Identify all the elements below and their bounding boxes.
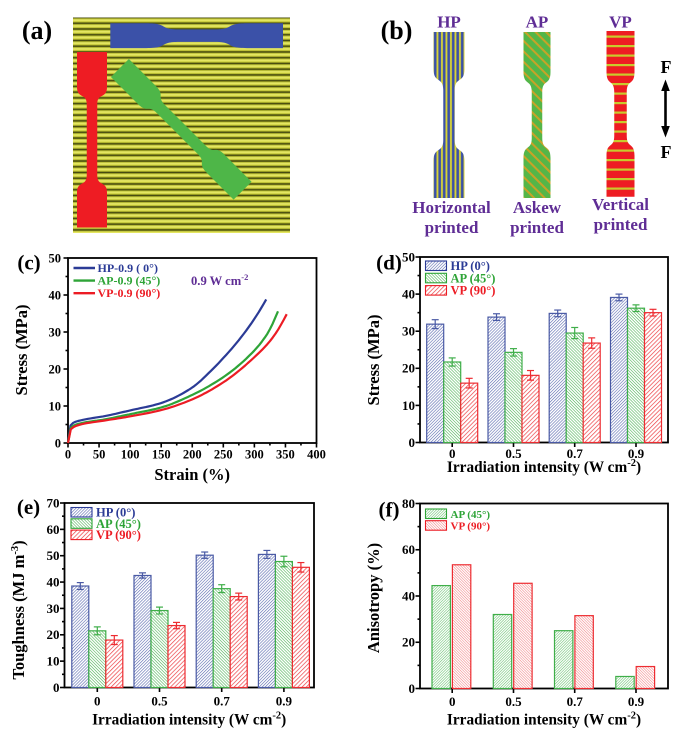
svg-text:HP (0°): HP (0°) (96, 506, 135, 520)
svg-text:0: 0 (55, 436, 61, 450)
svg-text:(a): (a) (22, 16, 52, 45)
svg-text:150: 150 (152, 448, 171, 462)
svg-text:Toughness (MJ m-3): Toughness (MJ m-3) (9, 540, 28, 679)
svg-text:50: 50 (49, 251, 62, 265)
svg-text:40: 40 (402, 588, 415, 603)
svg-text:F: F (661, 142, 672, 162)
svg-text:0.5: 0.5 (505, 446, 522, 461)
svg-text:0: 0 (94, 694, 101, 709)
svg-text:Strain (%): Strain (%) (154, 465, 230, 484)
svg-text:0.5: 0.5 (151, 694, 168, 709)
svg-text:Irradiation intensity (W cm-2): Irradiation intensity (W cm-2) (447, 458, 641, 476)
svg-text:400: 400 (307, 448, 326, 462)
svg-text:0.9: 0.9 (276, 694, 293, 709)
svg-text:Irradiation intensity (W cm-2): Irradiation intensity (W cm-2) (447, 711, 641, 729)
svg-text:HP: HP (437, 13, 461, 32)
svg-text:30: 30 (402, 324, 415, 339)
svg-text:350: 350 (276, 448, 295, 462)
svg-text:0: 0 (449, 694, 456, 709)
svg-text:AP (45°): AP (45°) (451, 509, 491, 521)
svg-text:20: 20 (47, 627, 60, 642)
svg-text:10: 10 (402, 398, 415, 413)
svg-text:80: 80 (402, 496, 415, 511)
svg-text:50: 50 (47, 548, 60, 563)
svg-text:0.9 W cm-2: 0.9 W cm-2 (191, 272, 248, 288)
svg-text:250: 250 (214, 448, 233, 462)
svg-text:10: 10 (47, 654, 60, 669)
svg-text:0.7: 0.7 (567, 446, 584, 461)
svg-text:AP (45°): AP (45°) (96, 517, 141, 531)
svg-text:HP (0°): HP (0°) (451, 259, 490, 273)
svg-text:40: 40 (47, 575, 60, 590)
svg-text:Horizontal: Horizontal (412, 198, 491, 217)
svg-text:VP (90°): VP (90°) (451, 521, 491, 533)
svg-text:20: 20 (402, 635, 415, 650)
svg-text:(b): (b) (381, 16, 413, 45)
svg-text:60: 60 (402, 542, 415, 557)
svg-text:0.7: 0.7 (567, 694, 584, 709)
svg-text:50: 50 (402, 249, 415, 264)
svg-text:Irradiation intensity (W cm-2): Irradiation intensity (W cm-2) (92, 711, 286, 729)
svg-text:300: 300 (245, 448, 264, 462)
svg-text:VP-0.9 (90°): VP-0.9 (90°) (98, 286, 161, 300)
svg-text:50: 50 (93, 448, 106, 462)
svg-text:(c): (c) (17, 251, 40, 275)
svg-text:AP: AP (526, 13, 549, 32)
svg-text:0.7: 0.7 (214, 694, 231, 709)
svg-text:40: 40 (49, 288, 62, 302)
svg-text:100: 100 (121, 448, 140, 462)
svg-text:0.5: 0.5 (505, 694, 522, 709)
svg-text:(d): (d) (376, 251, 402, 275)
svg-text:30: 30 (47, 601, 60, 616)
svg-text:VP: VP (609, 13, 632, 32)
svg-text:(f): (f) (379, 498, 400, 522)
svg-text:F: F (661, 57, 672, 77)
svg-text:0.9: 0.9 (628, 446, 645, 461)
svg-text:0.9: 0.9 (628, 694, 645, 709)
svg-text:printed: printed (510, 218, 564, 237)
svg-text:0: 0 (53, 680, 60, 695)
svg-text:printed: printed (425, 218, 479, 237)
svg-text:AP (45°): AP (45°) (451, 271, 496, 285)
svg-text:Stress (MPa): Stress (MPa) (12, 305, 31, 396)
svg-text:AP-0.9 (45°): AP-0.9 (45°) (98, 274, 161, 288)
svg-text:Anisotropy (%): Anisotropy (%) (364, 543, 383, 653)
svg-text:0: 0 (449, 446, 456, 461)
svg-text:Stress (MPa): Stress (MPa) (364, 315, 383, 406)
svg-text:30: 30 (49, 325, 62, 339)
svg-text:VP (90°): VP (90°) (451, 284, 496, 298)
svg-text:Askew: Askew (513, 198, 562, 217)
svg-text:0: 0 (409, 435, 416, 450)
svg-text:HP-0.9 ( 0°): HP-0.9 ( 0°) (98, 261, 158, 275)
svg-text:60: 60 (47, 522, 60, 537)
svg-text:20: 20 (49, 362, 62, 376)
svg-text:20: 20 (402, 361, 415, 376)
svg-text:0: 0 (409, 681, 416, 696)
svg-text:200: 200 (183, 448, 202, 462)
svg-text:printed: printed (594, 215, 648, 234)
svg-text:(e): (e) (17, 495, 40, 519)
svg-text:40: 40 (402, 287, 415, 302)
svg-text:VP (90°): VP (90°) (96, 528, 141, 542)
svg-text:0: 0 (65, 448, 71, 462)
svg-text:10: 10 (49, 399, 62, 413)
svg-text:70: 70 (47, 495, 60, 510)
svg-text:Vertical: Vertical (592, 195, 649, 214)
